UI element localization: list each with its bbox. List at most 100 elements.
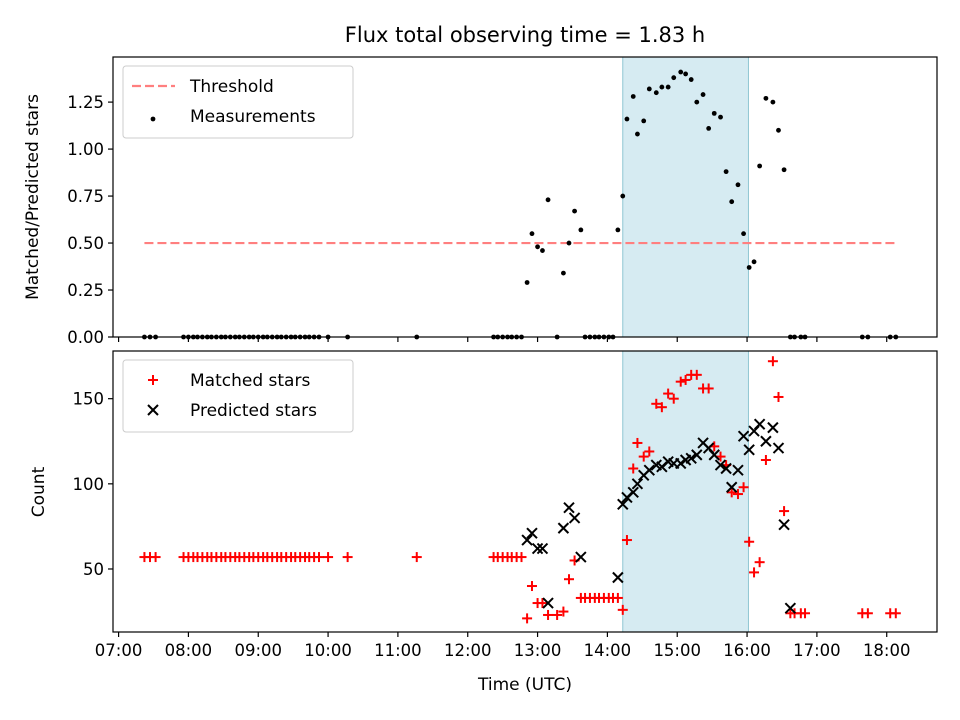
data-point — [615, 227, 621, 233]
data-point — [643, 464, 656, 476]
data-point — [737, 430, 750, 442]
data-point — [890, 608, 901, 619]
data-point — [537, 598, 548, 609]
data-point — [630, 94, 636, 99]
data-point — [612, 571, 624, 584]
y-tick-label: 1.00 — [67, 140, 104, 159]
data-point — [711, 110, 717, 116]
data-point — [781, 167, 787, 173]
data-point — [694, 99, 700, 105]
data-point — [522, 613, 533, 624]
top-panel: Flux total observing time = 1.83 h 0.000… — [23, 23, 938, 347]
data-point — [772, 442, 785, 454]
x-b — [772, 442, 785, 454]
x-b — [732, 464, 744, 476]
data-point — [617, 604, 628, 615]
data-point — [725, 481, 738, 493]
x-tick-label: 09:00 — [234, 641, 282, 660]
x-tick-label: 17:00 — [793, 641, 841, 660]
data-point — [617, 498, 629, 510]
data-point — [773, 391, 784, 402]
data-point — [612, 592, 623, 603]
data-point — [540, 248, 545, 253]
axes-frame — [112, 56, 938, 338]
data-point — [150, 552, 161, 563]
x-b — [691, 449, 703, 461]
y-tick-label: 0.50 — [67, 234, 104, 253]
data-point — [526, 581, 537, 592]
legend-box — [122, 359, 354, 433]
data-point — [638, 451, 649, 462]
axes-frame — [112, 350, 938, 633]
chart-title: Flux total observing time = 1.83 h — [345, 23, 705, 47]
data-point — [624, 116, 630, 122]
data-point — [735, 182, 741, 188]
data-point — [753, 418, 766, 430]
data-point — [757, 163, 763, 169]
data-point — [776, 127, 781, 133]
x-tick-label: 13:00 — [514, 641, 562, 660]
data-point — [751, 259, 757, 265]
data-point — [578, 227, 584, 233]
data-point — [760, 435, 772, 447]
data-point — [529, 231, 535, 237]
legend: Matched stars Predicted stars — [122, 359, 354, 433]
data-point — [644, 446, 655, 457]
data-point — [767, 356, 778, 367]
data-point — [668, 393, 679, 404]
data-point — [714, 459, 727, 471]
data-point — [572, 208, 577, 214]
bottom-plot-area: 50 100 150 07:00 08:00 09:00 10:00 11:00 12:00 13… — [73, 350, 938, 660]
x-tick-label: 18:00 — [863, 641, 911, 660]
data-point — [620, 193, 626, 199]
data-point — [411, 552, 422, 563]
x-b — [784, 602, 797, 614]
data-point — [575, 551, 587, 563]
y-tick-label: 150 — [73, 390, 105, 409]
x-b — [714, 459, 727, 471]
data-point — [646, 86, 652, 92]
x-b — [685, 452, 697, 464]
x-b — [526, 527, 538, 539]
legend-label: Matched stars — [190, 371, 310, 391]
x-b — [617, 498, 629, 510]
legend-label: Threshold — [189, 77, 274, 97]
data-point — [691, 369, 702, 380]
data-point — [621, 535, 632, 546]
x-b — [631, 478, 644, 490]
data-point — [862, 608, 873, 619]
data-point — [767, 421, 779, 434]
data-point — [627, 486, 639, 499]
shaded-region — [622, 56, 749, 338]
data-point — [542, 597, 554, 609]
x-b — [675, 457, 687, 470]
x-tick-label: 14:00 — [584, 641, 632, 660]
x-b — [627, 486, 639, 499]
x-b — [536, 542, 549, 555]
x-tick-label: 12:00 — [444, 641, 492, 660]
data-point — [720, 462, 732, 475]
legend-dot — [150, 116, 156, 122]
data-point — [526, 527, 538, 539]
data-point — [683, 71, 689, 77]
data-point — [741, 231, 746, 237]
data-point — [746, 265, 752, 270]
data-point — [800, 608, 811, 619]
series-predicted-stars — [521, 418, 797, 614]
legend: Threshold Measurements — [122, 65, 354, 139]
x-b — [650, 459, 662, 471]
data-point — [726, 487, 737, 498]
data-point — [729, 199, 735, 205]
data-point — [659, 84, 665, 90]
x-b — [531, 542, 544, 555]
x-b — [643, 464, 656, 476]
data-point — [760, 454, 771, 465]
top-y-axis-label: Matched/Predicted stars — [23, 94, 43, 300]
data-point — [552, 609, 563, 620]
data-point — [718, 114, 723, 120]
data-point — [545, 197, 551, 203]
data-point — [561, 270, 566, 276]
data-point — [521, 534, 533, 546]
x-b — [147, 404, 159, 416]
x-b — [568, 512, 581, 524]
